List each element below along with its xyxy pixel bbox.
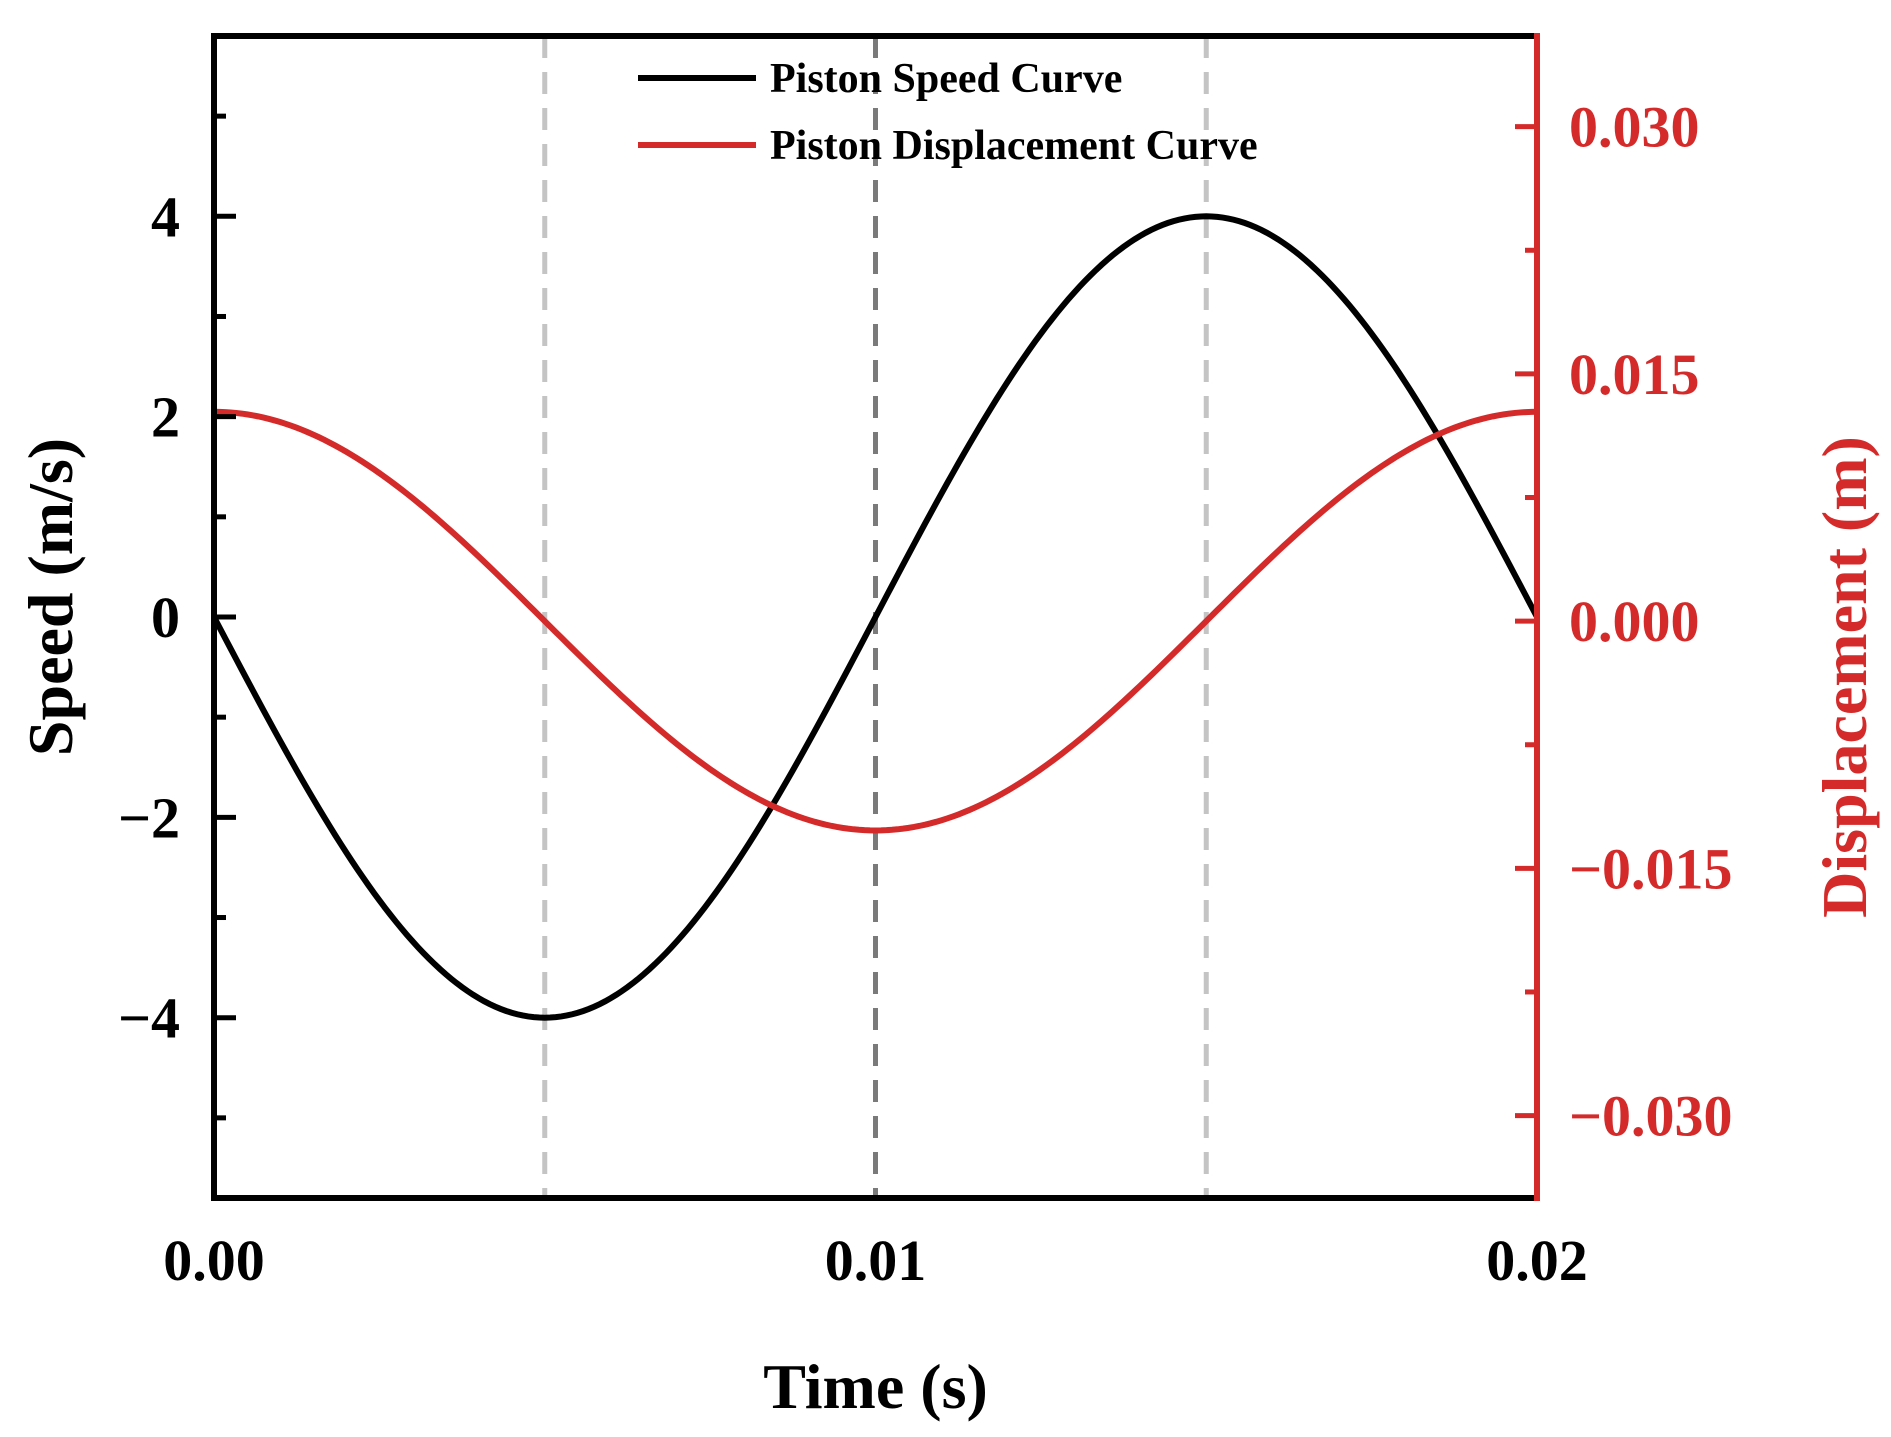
y-left-tick-label: 0 bbox=[151, 585, 180, 650]
y-right-tick-label: −0.030 bbox=[1569, 1084, 1733, 1149]
y-right-tick-label: −0.015 bbox=[1569, 836, 1733, 901]
y-left-tick-label: −2 bbox=[118, 785, 180, 850]
series-layer bbox=[211, 213, 1540, 1021]
y-right-tick-label: 0.000 bbox=[1569, 589, 1700, 654]
ticks-layer bbox=[214, 113, 1537, 1121]
y-left-tick-label: 2 bbox=[151, 385, 180, 450]
legend-label-speed: Piston Speed Curve bbox=[770, 56, 1122, 102]
y-left-tick-label: −4 bbox=[118, 986, 180, 1051]
y-left-axis-title: Speed (m/s) bbox=[15, 438, 86, 756]
displacement-curve bbox=[213, 408, 1538, 834]
y-right-tick-label: 0.030 bbox=[1569, 95, 1700, 160]
x-tick-label: 0.00 bbox=[163, 1228, 265, 1293]
legend: Piston Speed Curve Piston Displacement C… bbox=[638, 56, 1258, 169]
legend-label-displacement: Piston Displacement Curve bbox=[770, 123, 1258, 169]
y-right-tick-label: 0.015 bbox=[1569, 342, 1700, 407]
y-right-axis-title: Displacement (m) bbox=[1809, 436, 1880, 918]
tick-labels-layer: 4 2 0 −2 −4 0.030 0.015 0.000 −0.015 −0.030 0.00 0.… bbox=[118, 95, 1733, 1293]
x-tick-label: 0.01 bbox=[825, 1228, 927, 1293]
y-left-tick-label: 4 bbox=[151, 184, 180, 249]
x-tick-label: 0.02 bbox=[1486, 1228, 1588, 1293]
speed-curve bbox=[211, 213, 1540, 1021]
x-axis-title: Time (s) bbox=[763, 1351, 988, 1422]
